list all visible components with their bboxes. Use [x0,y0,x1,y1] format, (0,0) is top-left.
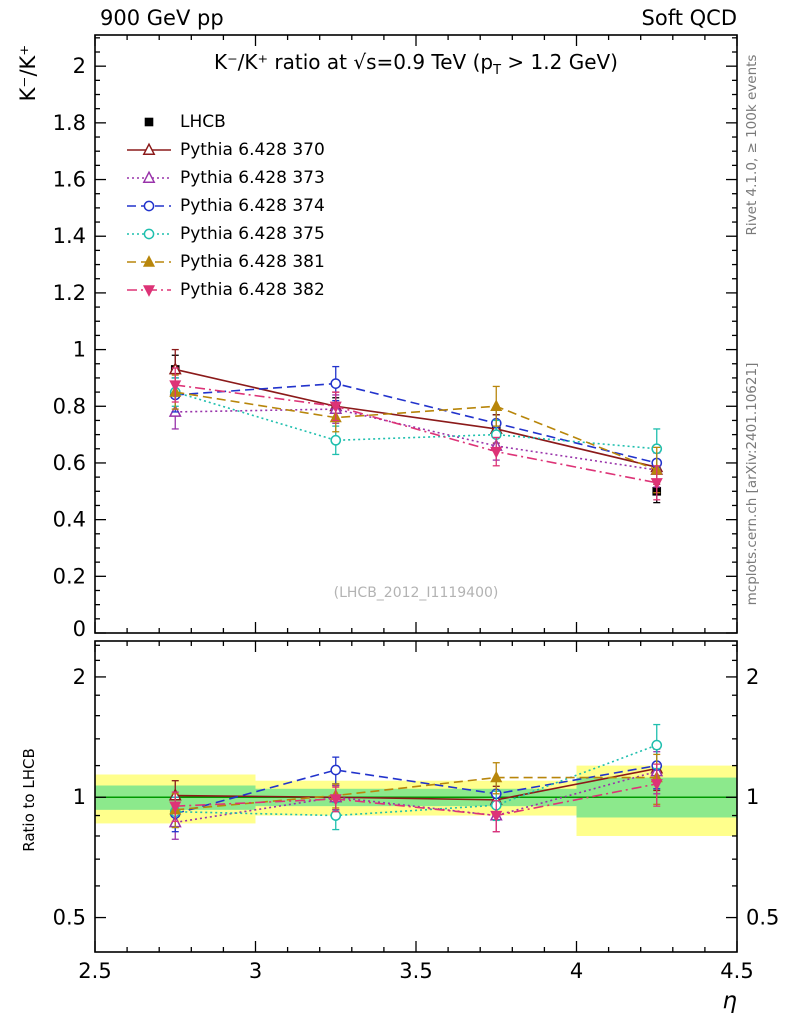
svg-text:3: 3 [249,959,262,983]
legend: LHCB Pythia 6.428 370 Pythia 6.428 373 Pyth… [126,108,325,304]
mcplots-reference-note: mcplots.cern.ch [arXiv:2401.10621] [744,362,760,606]
legend-sample-lhcb [144,117,154,127]
svg-text:0.6: 0.6 [53,451,86,475]
svg-text:1.2: 1.2 [53,281,86,305]
svg-text:4.5: 4.5 [720,959,753,983]
analysis-id-watermark: (LHCB_2012_I1119400) [333,585,499,601]
main-y-axis-label: K⁻/K⁺ [16,44,40,102]
axis-ticks [94,35,738,952]
legend-item-lhcb: LHCB [126,108,325,136]
legend-item-pythia-373: Pythia 6.428 373 [126,164,325,192]
legend-label-pythia-374: Pythia 6.428 374 [180,196,325,216]
plot-title-subscript: T [493,63,502,78]
ratio-series-pythia-382 [169,763,663,833]
legend-item-pythia-382: Pythia 6.428 382 [126,276,325,304]
svg-text:1: 1 [73,785,86,809]
legend-item-pythia-374: Pythia 6.428 374 [126,192,325,220]
legend-label-pythia-382: Pythia 6.428 382 [180,280,325,300]
svg-text:0.8: 0.8 [53,394,86,418]
plot-title: K⁻/K⁺ ratio at √s=0.9 TeV (pT > 1.2 GeV) [95,50,737,78]
svg-text:2: 2 [73,54,86,78]
svg-text:1.6: 1.6 [53,168,86,192]
plot-title-tail: > 1.2 GeV) [501,50,618,74]
svg-text:0.4: 0.4 [53,508,86,532]
x-axis-label: η [722,988,737,1014]
svg-text:2: 2 [746,665,759,689]
main-series-pythia-373 [168,394,664,488]
svg-text:1.8: 1.8 [53,111,86,135]
svg-text:1: 1 [73,338,86,362]
plot-title-text: K⁻/K⁺ ratio at √s=0.9 TeV (p [213,50,494,74]
svg-text:4: 4 [570,959,583,983]
main-series-pythia-370 [168,348,664,485]
beam-energy-label: 900 GeV pp [100,6,224,30]
svg-text:0: 0 [73,617,86,641]
svg-text:0.5: 0.5 [53,906,86,930]
svg-text:1: 1 [746,785,759,809]
legend-sample-pythia-375 [127,228,171,240]
legend-item-pythia-370: Pythia 6.428 370 [126,136,325,164]
svg-text:0.5: 0.5 [746,906,779,930]
svg-text:1.4: 1.4 [53,224,86,248]
legend-label-pythia-381: Pythia 6.428 381 [180,252,325,272]
rivet-version-note: Rivet 4.1.0, ≥ 100k events [744,54,760,236]
process-group-label: Soft QCD [641,6,737,30]
legend-item-pythia-375: Pythia 6.428 375 [126,220,325,248]
legend-label-lhcb: LHCB [180,112,226,132]
main-series-pythia-375 [169,377,663,470]
axis-tick-labels: 0 0.2 0.4 0.6 0.8 1 1.2 1.4 1.6 1.8 2 0.5 0.5 1 1 2 2 2.5… [53,54,780,983]
legend-label-pythia-370: Pythia 6.428 370 [180,140,325,160]
legend-sample-pythia-382 [127,285,171,297]
legend-item-pythia-381: Pythia 6.428 381 [126,248,325,276]
legend-sample-pythia-374 [127,200,171,212]
svg-text:2.5: 2.5 [78,959,111,983]
legend-sample-pythia-370 [127,142,171,155]
svg-text:0.2: 0.2 [53,564,86,588]
svg-text:3.5: 3.5 [399,959,432,983]
ratio-uncertainty-bands [95,765,737,836]
main-series-pythia-374 [169,365,663,481]
legend-label-pythia-373: Pythia 6.428 373 [180,168,325,188]
svg-text:2: 2 [73,665,86,689]
main-series-pythia-382 [169,367,663,501]
main-series-pythia-381 [169,374,663,494]
legend-sample-pythia-373 [127,170,171,183]
ratio-y-axis-label: Ratio to LHCB [20,748,38,852]
legend-label-pythia-375: Pythia 6.428 375 [180,224,325,244]
legend-sample-pythia-381 [127,255,171,267]
